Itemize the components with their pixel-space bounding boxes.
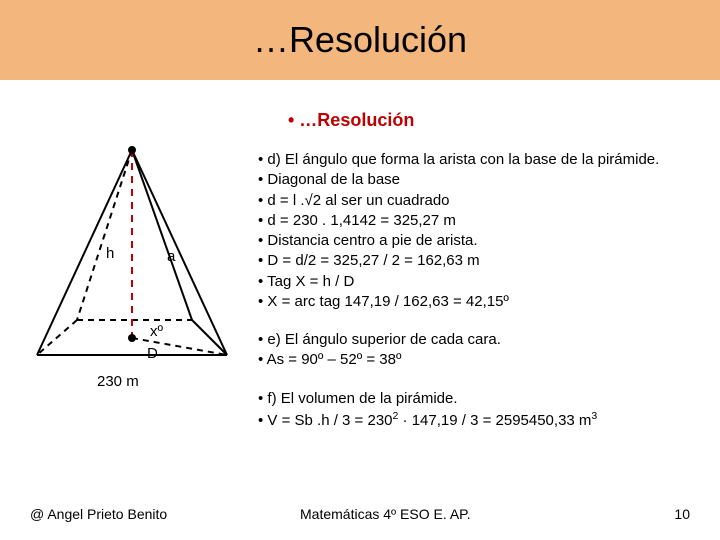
f1-b: · 147,19 / 3 = 2595450,33 m	[398, 412, 591, 429]
line-d3: • d = 230 . 1,4142 = 325,27 m	[258, 211, 698, 231]
label-x: xº	[150, 323, 163, 340]
block-f: • f) El volumen de la pirámide. • V = Sb…	[258, 389, 698, 432]
label-base: 230 m	[97, 373, 139, 390]
line-d2: • d = l .√2 al ser un cuadrado	[258, 191, 698, 211]
footer-page: 10	[674, 506, 690, 522]
line-e1: • As = 90º – 52º = 38º	[258, 350, 698, 370]
footer-author: @ Angel Prieto Benito	[30, 506, 167, 522]
label-a: a	[167, 248, 175, 265]
pyramid-svg	[22, 145, 242, 380]
line-d1: • Diagonal de la base	[258, 170, 698, 190]
line-d7: • X = arc tag 147,19 / 162,63 = 42,15º	[258, 292, 698, 312]
footer-subject: Matemáticas 4º ESO E. AP.	[300, 506, 471, 522]
title-bar: …Resolución	[0, 0, 720, 80]
label-h: h	[106, 245, 114, 262]
label-D: D	[147, 345, 158, 362]
block-e: • e) El ángulo superior de cada cara. • …	[258, 330, 698, 371]
line-e0: • e) El ángulo superior de cada cara.	[258, 330, 698, 350]
line-f1: • V = Sb .h / 3 = 2302 · 147,19 / 3 = 25…	[258, 409, 698, 431]
f1-sup2: 3	[591, 410, 597, 422]
subtitle: • …Resolución	[288, 110, 414, 131]
block-d: • d) El ángulo que forma la arista con l…	[258, 150, 698, 312]
content-text: • d) El ángulo que forma la arista con l…	[258, 150, 698, 431]
pyramid-diagram: h a xº D 230 m	[22, 145, 242, 405]
line-d4: • Distancia centro a pie de arista.	[258, 231, 698, 251]
line-f0: • f) El volumen de la pirámide.	[258, 389, 698, 409]
line-d0: • d) El ángulo que forma la arista con l…	[258, 150, 698, 170]
slide-title: …Resolución	[253, 19, 467, 61]
f1-a: • V = Sb .h / 3 = 230	[258, 412, 393, 429]
line-d5: • D = d/2 = 325,27 / 2 = 162,63 m	[258, 251, 698, 271]
line-d6: • Tag X = h / D	[258, 272, 698, 292]
